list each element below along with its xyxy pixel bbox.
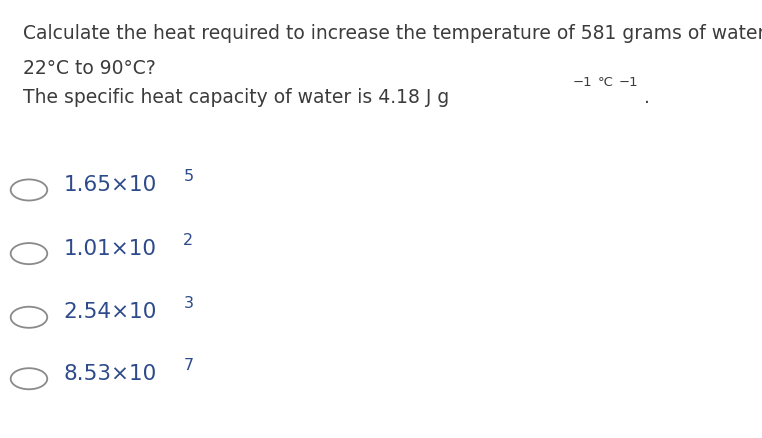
Text: 2.54×10: 2.54×10 bbox=[63, 302, 157, 321]
Text: 5: 5 bbox=[184, 169, 194, 184]
Text: 1.65×10: 1.65×10 bbox=[63, 175, 156, 194]
Text: 3: 3 bbox=[184, 296, 194, 311]
Text: 22°C to 90°C?: 22°C to 90°C? bbox=[23, 59, 155, 78]
Text: Calculate the heat required to increase the temperature of 581 grams of water fr: Calculate the heat required to increase … bbox=[23, 24, 762, 43]
Text: °C: °C bbox=[598, 76, 614, 89]
Text: −1: −1 bbox=[573, 76, 593, 89]
Text: The specific heat capacity of water is 4.18 J g: The specific heat capacity of water is 4… bbox=[23, 88, 449, 107]
Text: −1: −1 bbox=[619, 76, 639, 89]
Text: 1.01×10: 1.01×10 bbox=[63, 238, 156, 258]
Text: 2: 2 bbox=[183, 232, 194, 247]
Text: 8.53×10: 8.53×10 bbox=[63, 363, 156, 383]
Text: 7: 7 bbox=[184, 357, 194, 372]
Text: .: . bbox=[644, 88, 650, 107]
